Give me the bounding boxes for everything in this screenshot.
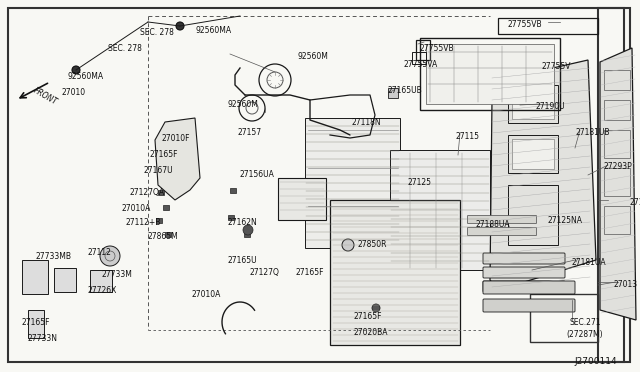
Bar xyxy=(604,206,630,234)
Bar xyxy=(244,232,250,237)
Circle shape xyxy=(372,304,380,312)
Polygon shape xyxy=(600,48,636,320)
Text: 27165F: 27165F xyxy=(22,318,51,327)
Text: 27165F: 27165F xyxy=(150,150,179,159)
Text: 27181UA: 27181UA xyxy=(572,258,607,267)
Bar xyxy=(28,310,44,338)
Text: 27190U: 27190U xyxy=(536,102,566,111)
Text: 27293P: 27293P xyxy=(604,162,633,171)
Text: 27755VA: 27755VA xyxy=(404,60,438,69)
Bar xyxy=(426,44,554,104)
Bar xyxy=(508,185,558,245)
FancyBboxPatch shape xyxy=(483,253,565,264)
Bar xyxy=(512,89,554,119)
Bar xyxy=(498,18,598,34)
Bar xyxy=(390,150,490,270)
Bar xyxy=(22,260,48,294)
Bar xyxy=(604,168,630,196)
Bar xyxy=(156,218,162,223)
FancyBboxPatch shape xyxy=(483,299,575,312)
FancyBboxPatch shape xyxy=(467,228,536,235)
Text: SEC.271: SEC.271 xyxy=(570,318,602,327)
Circle shape xyxy=(100,246,120,266)
Text: 92560M: 92560M xyxy=(298,52,329,61)
Text: 27127QA: 27127QA xyxy=(130,188,165,197)
Text: 27165UB: 27165UB xyxy=(388,86,423,95)
Text: 27010: 27010 xyxy=(62,88,86,97)
Text: 92560MA: 92560MA xyxy=(195,26,231,35)
Text: 27162N: 27162N xyxy=(228,218,258,227)
Bar xyxy=(420,38,560,110)
Bar xyxy=(54,268,76,292)
Text: 27010A: 27010A xyxy=(192,290,221,299)
Bar xyxy=(412,52,426,64)
Polygon shape xyxy=(155,118,200,200)
Bar xyxy=(165,232,171,237)
Text: 27165U: 27165U xyxy=(228,256,258,265)
Bar xyxy=(230,188,236,193)
Text: 27165F: 27165F xyxy=(296,268,324,277)
Bar xyxy=(278,178,326,220)
Text: 27125NA: 27125NA xyxy=(548,216,583,225)
Text: 27010F: 27010F xyxy=(162,134,191,143)
Bar xyxy=(416,40,430,60)
Bar xyxy=(512,139,554,169)
Text: 27112+B: 27112+B xyxy=(126,218,161,227)
Bar xyxy=(604,70,630,90)
Bar xyxy=(305,118,400,248)
Text: SEC. 278: SEC. 278 xyxy=(108,44,142,53)
Text: 27726X: 27726X xyxy=(88,286,117,295)
Text: 27156UA: 27156UA xyxy=(240,170,275,179)
Bar xyxy=(604,130,630,158)
Text: 27165F: 27165F xyxy=(354,312,383,321)
Bar xyxy=(163,205,169,210)
Text: 27755V: 27755V xyxy=(542,62,572,71)
Text: 27115: 27115 xyxy=(456,132,480,141)
Text: 27188UA: 27188UA xyxy=(476,220,511,229)
Bar xyxy=(508,135,558,173)
Text: 27733MB: 27733MB xyxy=(36,252,72,261)
FancyBboxPatch shape xyxy=(483,281,565,292)
Polygon shape xyxy=(490,60,596,290)
Text: 27157: 27157 xyxy=(238,128,262,137)
Text: 27755VB: 27755VB xyxy=(420,44,454,53)
Text: 27013: 27013 xyxy=(614,280,638,289)
Text: 27010A: 27010A xyxy=(122,204,152,213)
Text: 92560M: 92560M xyxy=(228,100,259,109)
Text: 27167U: 27167U xyxy=(144,166,173,175)
Text: 27122: 27122 xyxy=(630,198,640,207)
Circle shape xyxy=(243,225,253,235)
Bar xyxy=(158,190,164,195)
Text: 27112: 27112 xyxy=(88,248,112,257)
Text: 27118N: 27118N xyxy=(352,118,381,127)
FancyBboxPatch shape xyxy=(483,267,565,278)
Circle shape xyxy=(176,22,184,30)
Text: 92560MA: 92560MA xyxy=(68,72,104,81)
Text: 27733M: 27733M xyxy=(102,270,133,279)
Text: 27733N: 27733N xyxy=(28,334,58,343)
Text: 27181UB: 27181UB xyxy=(576,128,611,137)
Bar xyxy=(598,8,624,362)
Bar xyxy=(508,85,558,123)
Text: J2700114: J2700114 xyxy=(574,357,616,366)
Circle shape xyxy=(72,66,80,74)
FancyBboxPatch shape xyxy=(483,281,575,294)
Bar xyxy=(330,200,460,345)
Text: 27125: 27125 xyxy=(408,178,432,187)
Text: 27755VB: 27755VB xyxy=(508,20,543,29)
Text: 27850R: 27850R xyxy=(358,240,387,249)
Bar xyxy=(90,270,112,292)
Circle shape xyxy=(342,239,354,251)
Bar xyxy=(228,215,234,220)
Text: 27127Q: 27127Q xyxy=(250,268,280,277)
Text: 27865M: 27865M xyxy=(148,232,179,241)
Text: (27287M): (27287M) xyxy=(566,330,603,339)
FancyBboxPatch shape xyxy=(467,215,536,224)
Bar xyxy=(388,88,398,98)
Bar xyxy=(530,294,598,342)
Bar xyxy=(604,100,630,120)
Text: FRONT: FRONT xyxy=(32,86,59,107)
Text: 27020BA: 27020BA xyxy=(354,328,388,337)
Text: SEC. 278: SEC. 278 xyxy=(140,28,174,37)
